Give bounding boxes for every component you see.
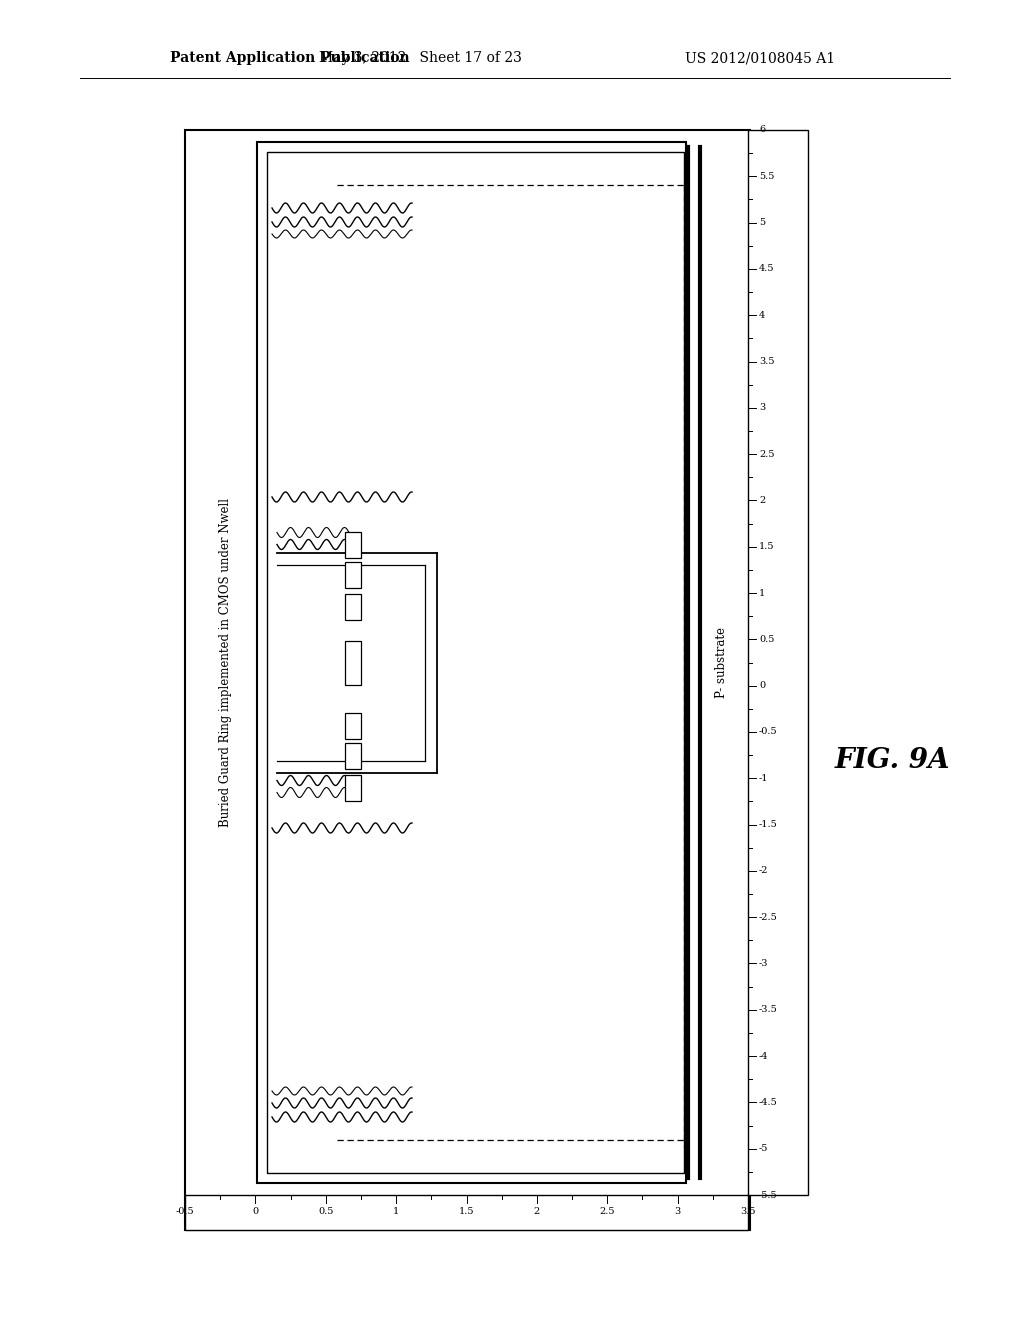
Text: 1: 1 <box>759 589 765 598</box>
Text: -1: -1 <box>759 774 768 783</box>
Bar <box>345 775 361 801</box>
Text: 2.5: 2.5 <box>759 450 774 458</box>
Bar <box>345 743 361 770</box>
Text: 1: 1 <box>393 1206 399 1216</box>
Text: 4.5: 4.5 <box>759 264 774 273</box>
Bar <box>267 152 684 1173</box>
Text: Vss: Vss <box>279 1114 292 1134</box>
Bar <box>185 129 750 1230</box>
Text: Inverter: Inverter <box>323 548 336 597</box>
Text: 310: 310 <box>500 166 521 176</box>
Text: Pwell: Pwell <box>350 416 384 429</box>
Bar <box>345 640 361 685</box>
Text: 300: 300 <box>657 676 670 698</box>
Text: -0.5: -0.5 <box>759 727 777 737</box>
Text: 320: 320 <box>309 180 331 190</box>
Text: 0: 0 <box>759 681 765 690</box>
Bar <box>345 562 361 587</box>
Bar <box>345 713 361 739</box>
Text: FIG. 9A: FIG. 9A <box>835 747 950 774</box>
Text: 5.5: 5.5 <box>759 172 774 181</box>
Text: 5: 5 <box>759 218 765 227</box>
Text: -5: -5 <box>759 1144 768 1154</box>
Text: -1.5: -1.5 <box>759 820 778 829</box>
Bar <box>345 594 361 620</box>
Text: 1.5: 1.5 <box>759 543 774 552</box>
Text: 0: 0 <box>252 1206 258 1216</box>
Text: Vcc: Vcc <box>323 652 336 673</box>
Bar <box>185 1195 748 1230</box>
Text: 4: 4 <box>759 310 765 319</box>
Text: Patent Application Publication: Patent Application Publication <box>170 51 410 65</box>
Text: Inverter: Inverter <box>323 729 336 777</box>
Text: -3: -3 <box>759 958 768 968</box>
Text: 3.5: 3.5 <box>759 356 774 366</box>
Text: -4.5: -4.5 <box>759 1098 778 1107</box>
Text: 6: 6 <box>759 125 765 135</box>
Text: 1.5: 1.5 <box>459 1206 474 1216</box>
Text: Buried Guard Ring implemented in CMOS under Nwell: Buried Guard Ring implemented in CMOS un… <box>218 498 231 828</box>
Text: Nwell: Nwell <box>334 715 371 729</box>
Text: 0.5: 0.5 <box>318 1206 334 1216</box>
Text: 2: 2 <box>534 1206 540 1216</box>
Text: Vss: Vss <box>279 191 292 211</box>
Bar <box>748 129 808 1195</box>
Text: 3.5: 3.5 <box>740 1206 756 1216</box>
Text: 3: 3 <box>759 404 765 412</box>
Text: P- substrate: P- substrate <box>715 627 728 698</box>
Text: -4: -4 <box>759 1052 768 1060</box>
Bar <box>257 143 686 1183</box>
Text: -5.5: -5.5 <box>759 1191 777 1200</box>
Text: 0.5: 0.5 <box>759 635 774 644</box>
Text: 2.5: 2.5 <box>599 1206 615 1216</box>
Text: -2: -2 <box>759 866 768 875</box>
Bar <box>345 532 361 558</box>
Text: Pwell: Pwell <box>350 896 384 909</box>
Text: 310: 310 <box>500 1148 521 1159</box>
Text: 900: 900 <box>367 273 389 286</box>
Text: 2: 2 <box>759 496 765 506</box>
Text: 320: 320 <box>309 1135 331 1144</box>
Text: US 2012/0108045 A1: US 2012/0108045 A1 <box>685 51 836 65</box>
Text: -3.5: -3.5 <box>759 1006 778 1014</box>
Text: May 3, 2012   Sheet 17 of 23: May 3, 2012 Sheet 17 of 23 <box>318 51 521 65</box>
Text: 3: 3 <box>675 1206 681 1216</box>
Text: -0.5: -0.5 <box>176 1206 195 1216</box>
Text: -2.5: -2.5 <box>759 912 778 921</box>
